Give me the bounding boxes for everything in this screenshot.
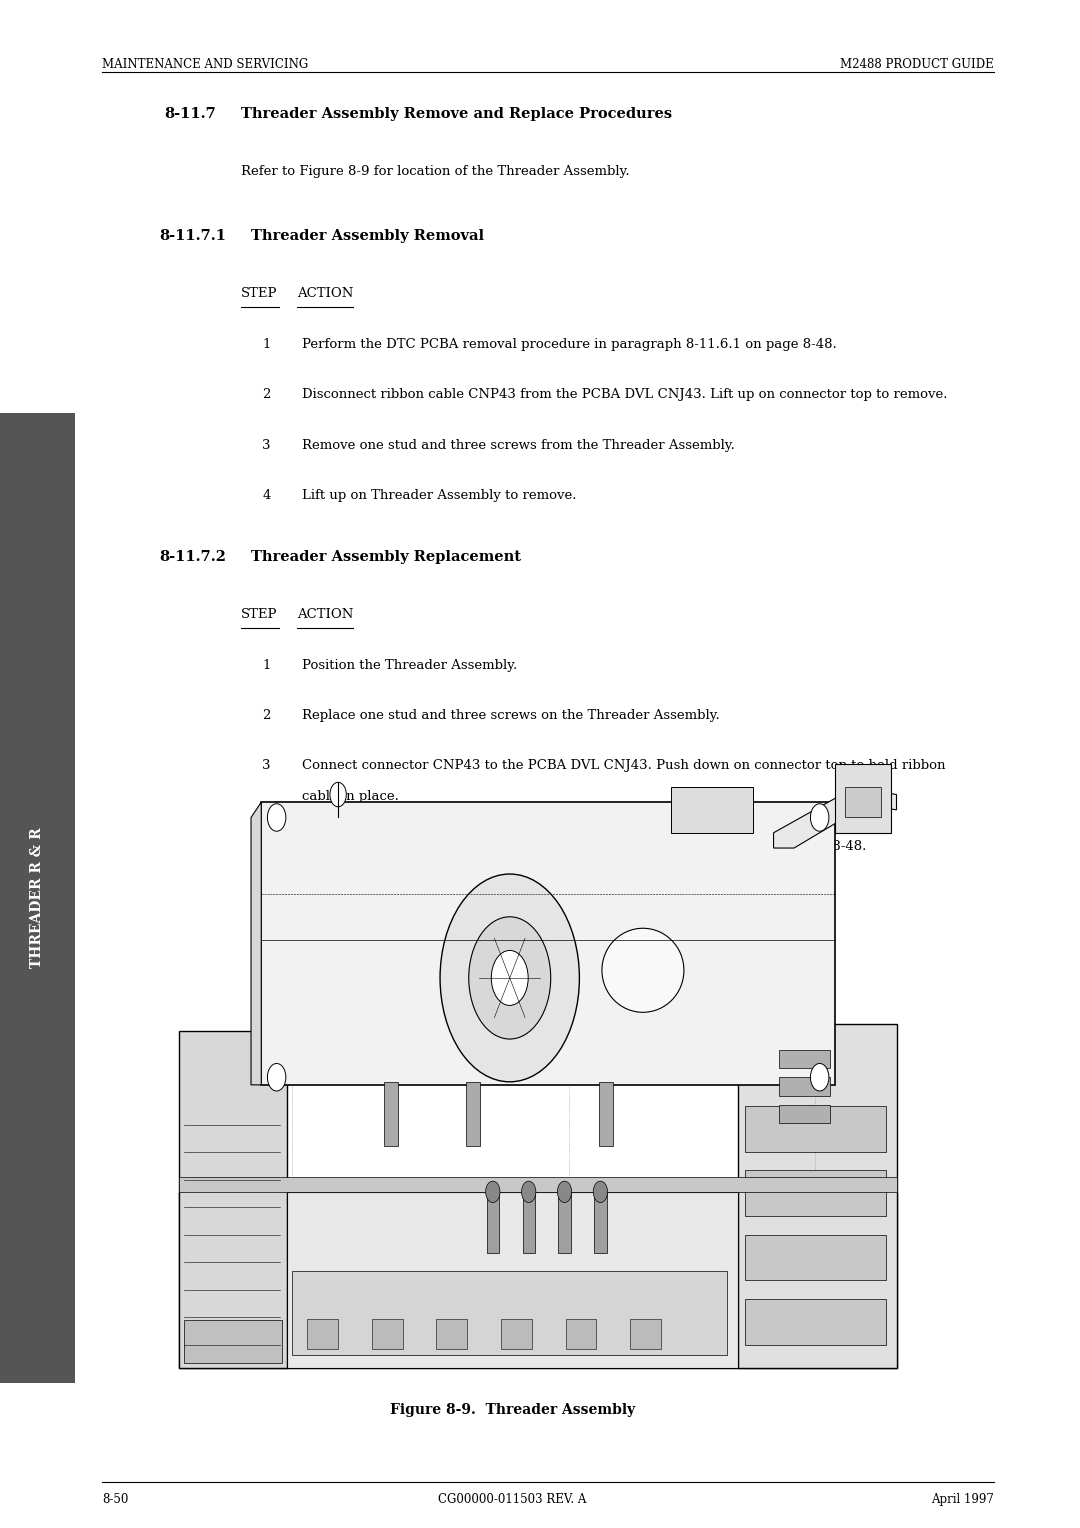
FancyBboxPatch shape [436, 1319, 468, 1349]
FancyBboxPatch shape [594, 1192, 607, 1253]
Text: 4: 4 [262, 840, 271, 854]
Circle shape [522, 1181, 536, 1203]
Text: 3: 3 [262, 439, 271, 452]
Text: 8-50: 8-50 [103, 1493, 129, 1507]
FancyBboxPatch shape [384, 1082, 397, 1146]
Text: Threader Assembly Remove and Replace Procedures: Threader Assembly Remove and Replace Pro… [241, 107, 672, 121]
Text: 4: 4 [262, 489, 271, 503]
FancyBboxPatch shape [179, 1031, 287, 1368]
Text: THREADER R & R: THREADER R & R [30, 827, 44, 969]
FancyBboxPatch shape [308, 1319, 338, 1349]
Circle shape [810, 1063, 828, 1091]
Polygon shape [773, 787, 896, 848]
FancyBboxPatch shape [835, 764, 891, 833]
Text: Refer to Figure 8-9 for location of the Threader Assembly.: Refer to Figure 8-9 for location of the … [241, 165, 630, 179]
FancyBboxPatch shape [0, 413, 75, 1383]
Text: Lift up on Threader Assembly to remove.: Lift up on Threader Assembly to remove. [302, 489, 577, 503]
FancyBboxPatch shape [599, 1082, 612, 1146]
FancyBboxPatch shape [287, 1192, 738, 1368]
Circle shape [486, 1181, 500, 1203]
Text: Figure 8-9.  Threader Assembly: Figure 8-9. Threader Assembly [390, 1403, 635, 1416]
Text: 2: 2 [262, 388, 271, 402]
FancyBboxPatch shape [558, 1192, 570, 1253]
Circle shape [469, 917, 551, 1039]
Text: M2488 PRODUCT GUIDE: M2488 PRODUCT GUIDE [840, 58, 994, 72]
FancyBboxPatch shape [179, 1177, 896, 1192]
FancyBboxPatch shape [523, 1192, 535, 1253]
FancyBboxPatch shape [501, 1319, 531, 1349]
Text: Perform the DTC PCBA removal procedure in paragraph 8-11.6.1 on page 8-48.: Perform the DTC PCBA removal procedure i… [302, 338, 837, 351]
FancyBboxPatch shape [779, 1105, 829, 1123]
Circle shape [557, 1181, 571, 1203]
Text: cable in place.: cable in place. [302, 790, 400, 804]
FancyBboxPatch shape [487, 1192, 499, 1253]
FancyBboxPatch shape [630, 1319, 661, 1349]
Text: 8-11.7.2: 8-11.7.2 [159, 550, 226, 564]
FancyBboxPatch shape [261, 802, 835, 1085]
FancyBboxPatch shape [671, 787, 753, 833]
Text: Remove one stud and three screws from the Threader Assembly.: Remove one stud and three screws from th… [302, 439, 735, 452]
Text: STEP: STEP [241, 608, 278, 622]
Circle shape [491, 950, 528, 1005]
Text: Threader Assembly Replacement: Threader Assembly Replacement [251, 550, 521, 564]
Text: CG00000-011503 REV. A: CG00000-011503 REV. A [438, 1493, 586, 1507]
Text: STEP: STEP [241, 287, 278, 301]
FancyBboxPatch shape [779, 1050, 829, 1068]
Text: April 1997: April 1997 [931, 1493, 994, 1507]
FancyBboxPatch shape [467, 1082, 480, 1146]
Text: Connect connector CNP43 to the PCBA DVL CNJ43. Push down on connector top to hol: Connect connector CNP43 to the PCBA DVL … [302, 759, 946, 773]
Text: Position the Threader Assembly.: Position the Threader Assembly. [302, 659, 517, 672]
Polygon shape [251, 802, 261, 1085]
Text: 1: 1 [262, 338, 271, 351]
Text: 3: 3 [262, 759, 271, 773]
FancyBboxPatch shape [185, 1320, 282, 1363]
Text: 2: 2 [262, 709, 271, 723]
FancyBboxPatch shape [846, 787, 881, 817]
Text: 8-11.7: 8-11.7 [164, 107, 216, 121]
Text: Perform the DTC PCBA replacement procedure in paragraph 8-11.6.2 on page 8-48.: Perform the DTC PCBA replacement procedu… [302, 840, 866, 854]
Circle shape [268, 1063, 286, 1091]
FancyBboxPatch shape [745, 1106, 887, 1152]
Circle shape [268, 804, 286, 831]
FancyBboxPatch shape [745, 1170, 887, 1216]
FancyBboxPatch shape [566, 1319, 596, 1349]
FancyBboxPatch shape [745, 1235, 887, 1280]
Circle shape [329, 782, 347, 807]
FancyBboxPatch shape [179, 1192, 896, 1368]
FancyBboxPatch shape [372, 1319, 403, 1349]
Circle shape [810, 804, 828, 831]
FancyBboxPatch shape [292, 1271, 728, 1355]
Text: ACTION: ACTION [297, 287, 353, 301]
FancyBboxPatch shape [738, 1024, 896, 1368]
FancyBboxPatch shape [779, 1077, 829, 1096]
Text: Disconnect ribbon cable CNP43 from the PCBA DVL CNJ43. Lift up on connector top : Disconnect ribbon cable CNP43 from the P… [302, 388, 948, 402]
Text: 8-11.7.1: 8-11.7.1 [159, 229, 226, 243]
Circle shape [440, 874, 579, 1082]
FancyBboxPatch shape [745, 1299, 887, 1345]
Ellipse shape [602, 929, 684, 1013]
Text: Replace one stud and three screws on the Threader Assembly.: Replace one stud and three screws on the… [302, 709, 720, 723]
Text: 1: 1 [262, 659, 271, 672]
Text: MAINTENANCE AND SERVICING: MAINTENANCE AND SERVICING [103, 58, 309, 72]
Text: ACTION: ACTION [297, 608, 353, 622]
Circle shape [593, 1181, 608, 1203]
Text: Threader Assembly Removal: Threader Assembly Removal [251, 229, 484, 243]
